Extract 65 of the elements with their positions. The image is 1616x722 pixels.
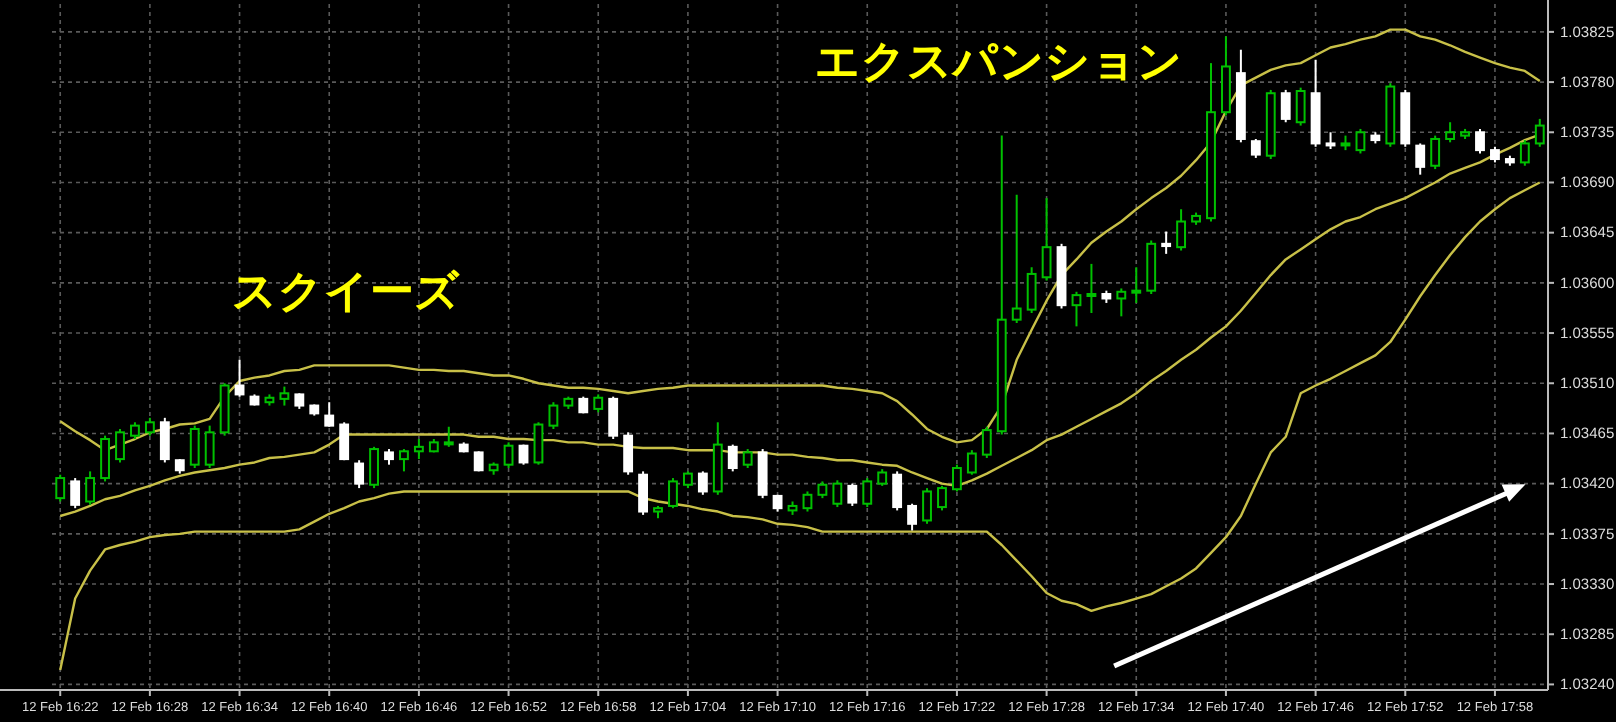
candlestick [234, 358, 245, 398]
candlestick [952, 463, 962, 493]
annotation: スクイーズ [231, 267, 460, 318]
candlestick [1176, 208, 1187, 252]
candlestick [1415, 142, 1426, 176]
candlestick [1041, 197, 1052, 282]
candlestick [937, 484, 947, 512]
candlestick [668, 477, 678, 510]
candlestick [204, 424, 215, 470]
candlestick [1445, 121, 1456, 144]
candlestick [1131, 266, 1142, 304]
candlestick [399, 448, 409, 473]
candlestick [1430, 134, 1441, 171]
candlestick [1295, 86, 1306, 127]
candlestick [832, 479, 843, 509]
candlestick [638, 470, 648, 516]
candlestick [159, 416, 170, 464]
candlestick [1086, 262, 1097, 314]
candlestick [608, 395, 619, 441]
candlestick [742, 448, 753, 470]
candlestick [533, 421, 544, 466]
candlestick [1026, 266, 1037, 314]
candlestick [1116, 287, 1127, 318]
candlestick [443, 425, 454, 448]
candlestick [354, 459, 365, 490]
candlestick [85, 470, 96, 506]
candlestick [70, 477, 81, 510]
candlestick [413, 438, 424, 461]
candlestick [1355, 127, 1366, 155]
candlestick [324, 401, 335, 428]
candlestick [757, 448, 768, 500]
line-series [59, 181, 1541, 672]
candlestick [279, 385, 290, 407]
candlestick [339, 421, 350, 462]
candlestick [712, 421, 723, 496]
candlestick [907, 502, 918, 532]
candlestick [1071, 290, 1082, 328]
candlestick [862, 477, 873, 509]
annotation: エクスパンション [814, 38, 1183, 89]
candlestick [802, 490, 813, 513]
candlestick [847, 482, 858, 507]
candlestick [697, 470, 708, 496]
candlestick [966, 449, 977, 476]
candlestick [727, 443, 738, 473]
candlestick [369, 445, 379, 490]
candlestick [1146, 239, 1157, 296]
candlestick [219, 382, 230, 437]
candlestick [892, 470, 903, 512]
candlestick [1161, 230, 1172, 255]
candlestick [981, 425, 992, 459]
candlestick [548, 401, 559, 430]
candlestick [100, 434, 110, 483]
candlestick [1534, 117, 1545, 148]
candlestick [1250, 137, 1261, 159]
candlestick [623, 431, 634, 476]
candlestick [922, 487, 932, 525]
candlestick [1221, 35, 1231, 117]
candlestick [55, 473, 66, 503]
candlestick [1280, 88, 1291, 124]
candlestick [115, 427, 125, 464]
candlestick [503, 441, 514, 470]
candlestick [1011, 193, 1022, 325]
candlestick [1475, 127, 1485, 155]
candlestick [1519, 139, 1530, 167]
candlestick [189, 424, 200, 470]
